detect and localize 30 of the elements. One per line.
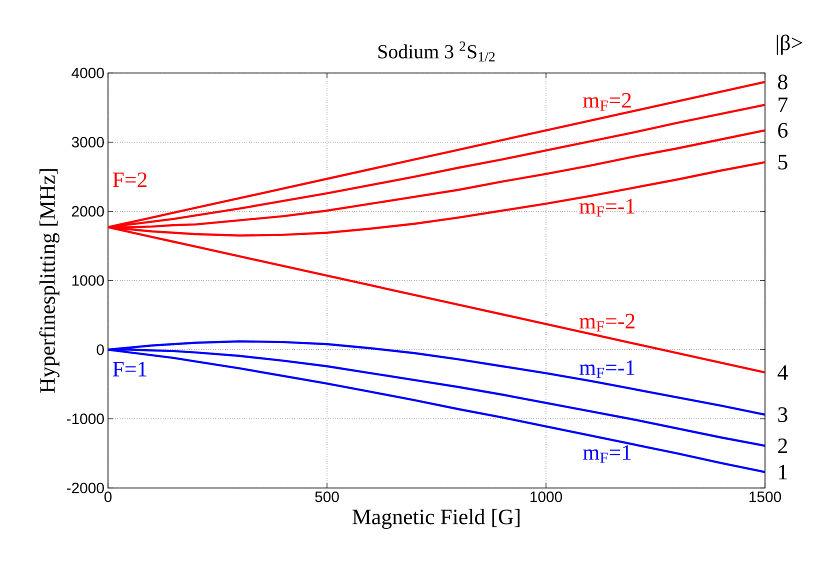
chart-title: Sodium 3 $^{2}$S$_{1/2}$ [378,42,495,62]
y-tick-label: 1000 [72,275,104,286]
y-tick-label: 2000 [72,206,104,217]
series-label: m$_{F}$=1 [583,445,631,463]
text: 8 [778,74,788,90]
series-label: m$_{F}$=2 [583,93,631,111]
y-tick-label: 4000 [72,68,104,78]
text: 3 [778,407,788,422]
annotation: F=2 [112,172,147,188]
text: 1 [779,464,787,480]
x-tick-label: 1500 [750,492,782,502]
x-tick-label: 1000 [530,492,562,502]
x-tick-label: 0 [104,492,112,502]
y-tick-label: 0 [96,344,104,355]
text: |β> [776,34,802,55]
x-axis-title: Magnetic Field [G] [352,508,520,529]
series-label: m$_{F}$=-2 [579,314,634,332]
text: 2 [778,438,787,454]
series-label: m$_{F}$=-1 [579,198,634,217]
annotation: F=1 [112,362,146,376]
x-tick-label: 500 [315,492,339,502]
text: 4 [778,365,788,380]
y-axis-title: Hyperfinesplitting [MHz] [39,169,60,393]
y-tick-label: -2000 [66,482,104,494]
y-tick-label: 3000 [72,136,104,148]
text: 7 [778,98,788,112]
series-label: m$_{F}$=-1 [579,360,634,378]
y-tick-label: -1000 [66,414,104,424]
text: 6 [778,123,788,138]
text: 5 [778,154,788,170]
